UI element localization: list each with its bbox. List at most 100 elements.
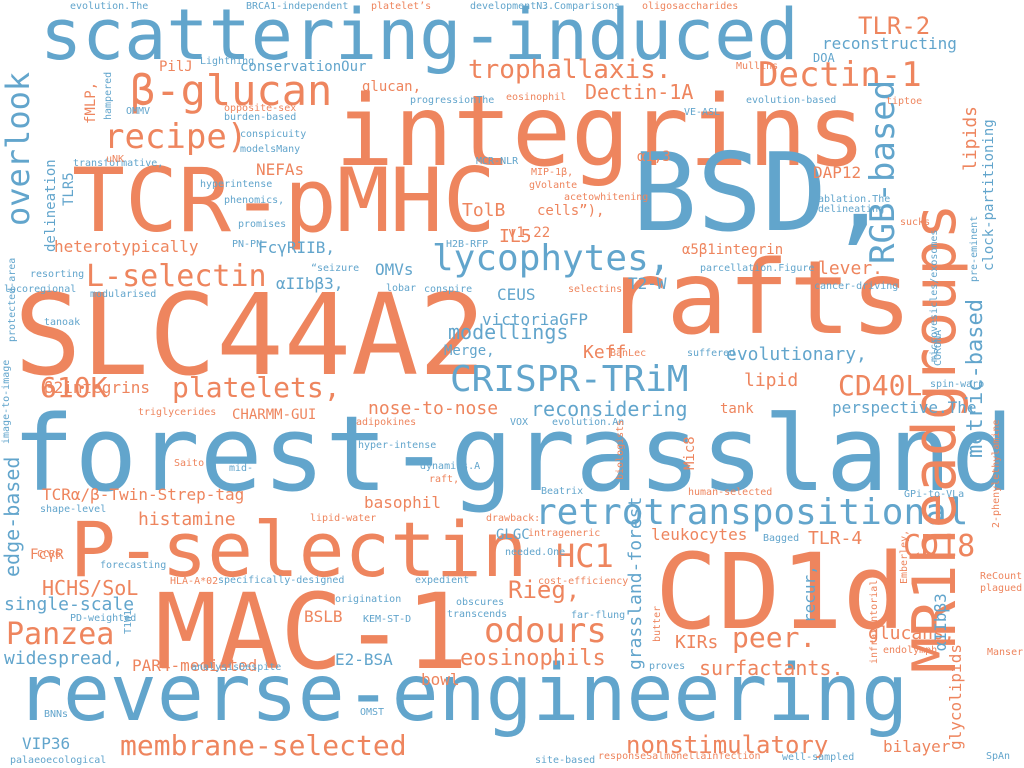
word: palaeoecological	[10, 755, 107, 766]
word: pre-eminent	[969, 215, 980, 282]
word: evolutionary,	[726, 344, 867, 365]
word: integrins	[335, 75, 867, 189]
word: analysisDespite	[191, 662, 282, 673]
word: nose-to-nose	[368, 398, 499, 419]
word: PAR4-mediated	[132, 656, 258, 675]
word: locoregional	[4, 284, 77, 295]
word: αIIbβ3,	[276, 274, 344, 293]
word: developmentN.	[470, 1, 549, 12]
word: lipid	[744, 370, 799, 391]
word: HC1	[556, 537, 614, 575]
word: obscures	[456, 597, 505, 608]
word: specifically-designed	[218, 575, 345, 586]
word: conspicuity	[240, 129, 307, 140]
word: β-glucan	[130, 66, 333, 115]
word: VOX	[510, 417, 529, 428]
word: KEM-ST-D	[363, 614, 412, 625]
word: P-selectin	[70, 505, 528, 594]
word: OMMV	[126, 106, 151, 117]
word: HCHS/SoL	[42, 576, 139, 600]
word: drawback:	[486, 513, 541, 524]
word: recipe)	[104, 117, 248, 157]
word: uNK	[106, 154, 125, 165]
word: OMST	[360, 707, 385, 718]
word: triglycerides	[138, 407, 217, 418]
word: VE-ASL	[684, 107, 721, 118]
word: Saito	[174, 458, 205, 469]
word: H2B-RFP	[446, 239, 489, 250]
word: 3.Comparisons	[542, 1, 621, 12]
word: histamine	[138, 509, 236, 530]
word: retrotranspositional	[535, 492, 969, 533]
word: acetowhitening	[564, 192, 649, 203]
word: CORONA	[933, 329, 944, 366]
word: peer.	[732, 621, 817, 654]
word: TolB	[462, 200, 506, 221]
word: CD1d	[655, 531, 906, 653]
word: evolution.An	[552, 417, 625, 428]
word: phenomics,	[224, 195, 285, 206]
word: lipids	[960, 105, 981, 171]
word: DAP12	[813, 163, 862, 182]
word: Beatrix	[541, 486, 584, 497]
word: TLR-2	[858, 12, 931, 40]
word: butter	[652, 605, 663, 642]
word: eosinophil	[506, 92, 567, 103]
word: recur,	[800, 565, 819, 623]
word: Mic8	[682, 436, 698, 470]
word: site-based	[535, 755, 596, 766]
word: CD18	[903, 529, 976, 564]
word: victoriaGFP	[482, 310, 588, 329]
word: lobar	[386, 283, 417, 294]
word: reconsidering	[531, 397, 688, 421]
word: basophil	[364, 493, 442, 512]
word: PilJ	[159, 59, 193, 75]
word: glucan,	[362, 79, 422, 95]
word: cells”),	[537, 203, 605, 219]
word: TLR-4	[808, 528, 863, 549]
word: SLC44A2	[14, 271, 487, 401]
word: ReCount	[980, 571, 1023, 582]
word: biologists	[615, 419, 626, 480]
word: progressionThe	[410, 95, 495, 106]
word: GPi-to-VLa	[904, 489, 965, 500]
word: MAC-1	[155, 571, 469, 693]
word: oligosaccharides	[642, 1, 739, 12]
word: bilayer	[883, 737, 951, 756]
word: cost-efficiency	[538, 576, 629, 587]
word: platelets,	[172, 371, 341, 404]
word: lipid-water	[310, 513, 377, 524]
word: α5β1integrin	[682, 242, 784, 258]
word: raft,	[429, 474, 460, 485]
word: resorting	[30, 269, 85, 280]
word: needed.One	[505, 547, 566, 558]
word: single-scale	[4, 594, 135, 615]
word: lever.	[818, 258, 884, 279]
word: KIRs	[675, 632, 719, 653]
word: DOA	[813, 51, 835, 65]
word: proves	[649, 661, 686, 672]
word: Lightning	[200, 56, 255, 67]
word: 2-phenylethylamine	[991, 419, 1002, 528]
word: Keff	[583, 342, 627, 363]
word: grassland-forest	[625, 496, 646, 670]
word: scattering-induced	[40, 0, 799, 76]
word: leukocytes	[651, 525, 748, 544]
word: shape-level	[40, 504, 107, 515]
word: bowl	[421, 670, 460, 689]
word: OMVs	[375, 260, 414, 279]
word: hyper-intense	[358, 440, 437, 451]
word: conspire	[424, 284, 473, 295]
word: nonstimulatory	[626, 731, 829, 759]
word: tanoak	[44, 317, 81, 328]
word: GLGC	[496, 527, 530, 543]
word: platelet’s	[371, 1, 432, 12]
word: origination	[335, 594, 402, 605]
word: clock-partitioning	[981, 119, 997, 271]
word: far-flung	[571, 610, 626, 621]
word: BSLB	[304, 607, 343, 626]
word: IL5	[499, 226, 532, 247]
word: αIIbβ3	[931, 593, 950, 651]
word: glucans,	[868, 623, 955, 644]
